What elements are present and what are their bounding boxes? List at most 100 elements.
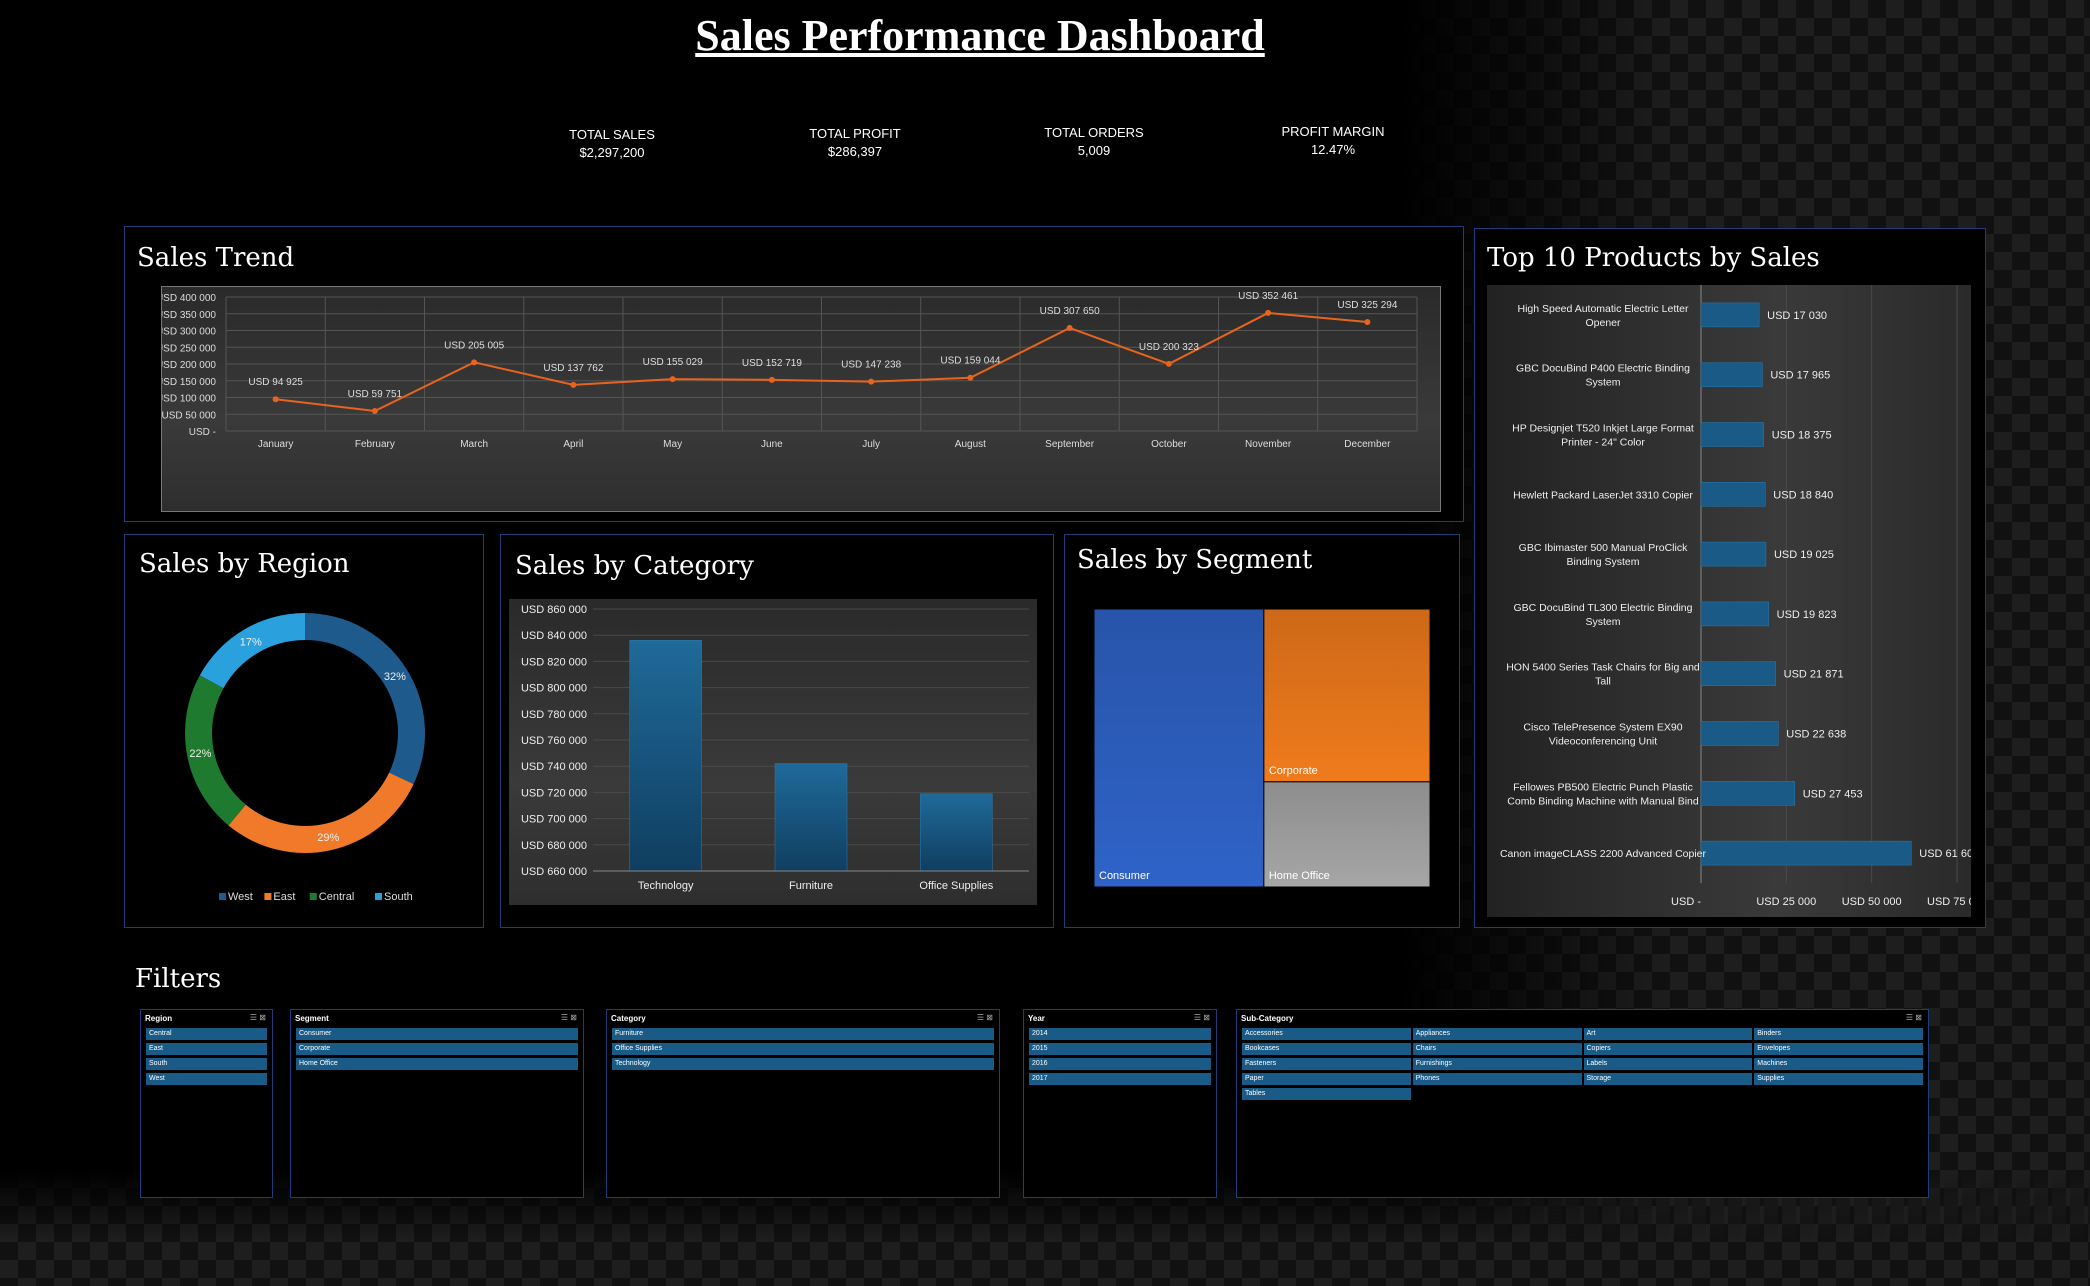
x-tick-label: February bbox=[355, 439, 395, 450]
slicer-region: Region ☰ ⊠ Central East South West bbox=[140, 1009, 273, 1198]
top-10-chart-area: USD - USD 25 000 USD 50 000 USD 75 000 USD 1… bbox=[1487, 285, 1987, 917]
slicer-item[interactable]: Central bbox=[146, 1028, 267, 1040]
slicer-item[interactable]: Accessories bbox=[1242, 1028, 1411, 1040]
slicer-segment: Segment ☰ ⊠ Consumer Corporate Home Office bbox=[290, 1009, 584, 1198]
data-label: USD 152 719 bbox=[742, 358, 802, 369]
slicer-item[interactable]: Envelopes bbox=[1754, 1043, 1923, 1055]
slicer-item[interactable]: Labels bbox=[1583, 1058, 1753, 1070]
slicer-item[interactable]: Bookcases bbox=[1242, 1043, 1411, 1055]
slicer-item[interactable]: South bbox=[146, 1058, 267, 1070]
data-label: USD 21 871 bbox=[1784, 669, 1844, 681]
slicer-item[interactable]: Art bbox=[1583, 1028, 1753, 1040]
data-label: USD 19 823 bbox=[1777, 609, 1837, 621]
data-label: USD 205 005 bbox=[444, 340, 504, 351]
y-tick-label: USD - bbox=[189, 427, 216, 438]
slicer-item[interactable]: Consumer bbox=[296, 1028, 578, 1040]
donut-slice-east bbox=[228, 772, 414, 853]
slicer-item[interactable]: Office Supplies bbox=[612, 1043, 994, 1055]
slicer-item[interactable]: Home Office bbox=[296, 1058, 578, 1070]
slicer-header: Sub-Category bbox=[1241, 1014, 1294, 1023]
top-10-products-chart: USD - USD 25 000 USD 50 000 USD 75 000 USD 1… bbox=[1500, 285, 1987, 908]
data-point bbox=[1265, 309, 1272, 316]
data-label: USD 94 925 bbox=[248, 377, 303, 388]
slicer-item[interactable]: East bbox=[146, 1043, 267, 1055]
panel-title: Sales by Region bbox=[139, 549, 350, 579]
product-bar bbox=[1700, 302, 1760, 328]
data-point bbox=[471, 359, 478, 366]
data-point bbox=[868, 378, 875, 385]
slice-label: 32% bbox=[384, 671, 406, 683]
slicer-clear-filter-icon[interactable]: ☰ ⊠ bbox=[1905, 1013, 1922, 1022]
data-point bbox=[1364, 319, 1371, 326]
slicer-item[interactable]: Copiers bbox=[1583, 1043, 1753, 1055]
slicer-item[interactable]: 2014 bbox=[1029, 1028, 1211, 1040]
x-tick-label: August bbox=[955, 439, 986, 450]
slicer-item[interactable]: Corporate bbox=[296, 1043, 578, 1055]
legend-label: East bbox=[273, 891, 295, 903]
product-bar bbox=[1700, 721, 1779, 746]
slicer-item[interactable]: Machines bbox=[1754, 1058, 1923, 1070]
treemap-label: Consumer bbox=[1099, 870, 1150, 882]
x-tick-label: Furniture bbox=[789, 880, 833, 892]
data-label: USD 137 762 bbox=[543, 363, 603, 374]
y-tick-label: USD 720 000 bbox=[521, 787, 587, 799]
kpi-value: $286,397 bbox=[827, 144, 883, 159]
slicer-item[interactable]: Tables bbox=[1242, 1088, 1411, 1100]
x-tick-label: Office Supplies bbox=[919, 880, 993, 892]
slicer-item[interactable]: Fasteners bbox=[1242, 1058, 1411, 1070]
y-tick-label: USD 860 000 bbox=[521, 604, 587, 616]
x-tick-label: December bbox=[1344, 439, 1391, 450]
y-tick-label: USD 700 000 bbox=[521, 814, 587, 826]
product-label: System bbox=[1585, 377, 1620, 389]
slicer-item[interactable]: Chairs bbox=[1412, 1043, 1582, 1055]
data-point bbox=[570, 381, 577, 388]
data-label: USD 17 965 bbox=[1770, 370, 1830, 382]
slicer-item[interactable]: Phones bbox=[1412, 1073, 1582, 1085]
slicer-item[interactable]: Furniture bbox=[612, 1028, 994, 1040]
kpi-total-orders: TOTAL ORDERS 5,009 bbox=[994, 124, 1194, 160]
sales-trend-chart: USD 400 000 USD 350 000 USD 300 000 USD 250… bbox=[156, 291, 1418, 450]
slicer-item[interactable]: Paper bbox=[1242, 1073, 1411, 1085]
slicer-item[interactable]: 2017 bbox=[1029, 1073, 1211, 1085]
slicer-clear-filter-icon[interactable]: ☰ ⊠ bbox=[560, 1013, 577, 1022]
y-tick-label: USD 200 000 bbox=[162, 360, 216, 371]
slicer-clear-filter-icon[interactable]: ☰ ⊠ bbox=[976, 1013, 993, 1022]
product-bar bbox=[1700, 541, 1767, 567]
page-title: Sales Performance Dashboard bbox=[695, 11, 1265, 60]
slicer-item[interactable]: Furnishings bbox=[1412, 1058, 1582, 1070]
product-label: Tall bbox=[1595, 676, 1611, 688]
kpi-label: TOTAL SALES bbox=[569, 127, 655, 142]
slicer-sub-category: Sub-Category ☰ ⊠ Accessories Appliances Art B… bbox=[1236, 1009, 1929, 1198]
data-point bbox=[967, 374, 974, 381]
x-tick-label: September bbox=[1045, 439, 1095, 450]
legend-label: Central bbox=[319, 891, 354, 903]
slicer-item[interactable]: Storage bbox=[1583, 1073, 1753, 1085]
sales-by-segment-panel: Sales by Segment Consumer Corporate Home O… bbox=[1064, 534, 1460, 928]
panel-title: Sales by Category bbox=[515, 551, 754, 581]
slicer-item[interactable]: Appliances bbox=[1412, 1028, 1582, 1040]
product-label: GBC DocuBind TL300 Electric Binding bbox=[1514, 602, 1693, 614]
y-tick-label: USD 820 000 bbox=[521, 656, 587, 668]
slicer-item[interactable]: Supplies bbox=[1754, 1073, 1923, 1085]
slicer-item[interactable]: Technology bbox=[612, 1058, 994, 1070]
slicer-item[interactable]: West bbox=[146, 1073, 267, 1085]
y-tick-label: USD 300 000 bbox=[162, 327, 216, 338]
slicer-clear-filter-icon[interactable]: ☰ ⊠ bbox=[1193, 1013, 1210, 1022]
slicer-item[interactable]: 2015 bbox=[1029, 1043, 1211, 1055]
slicer-item[interactable]: 2016 bbox=[1029, 1058, 1211, 1070]
treemap-label: Corporate bbox=[1269, 765, 1318, 777]
product-label: Cisco TelePresence System EX90 bbox=[1523, 722, 1682, 734]
x-tick-label: November bbox=[1245, 439, 1292, 450]
x-tick-label: June bbox=[761, 439, 783, 450]
slice-label: 29% bbox=[317, 832, 339, 844]
x-tick-label: USD 25 000 bbox=[1756, 896, 1816, 908]
slicer-clear-filter-icon[interactable]: ☰ ⊠ bbox=[249, 1013, 266, 1022]
y-tick-label: USD 350 000 bbox=[162, 310, 216, 321]
slicer-item[interactable]: Binders bbox=[1754, 1028, 1923, 1040]
slicer-header: Category bbox=[611, 1014, 646, 1023]
sales-by-category-panel: Sales by Category USD 860 000 USD 840 000… bbox=[500, 534, 1054, 928]
data-label: USD 19 025 bbox=[1774, 549, 1834, 561]
y-tick-label: USD 740 000 bbox=[521, 761, 587, 773]
legend-swatch bbox=[219, 893, 226, 900]
filters-title: Filters bbox=[135, 964, 222, 994]
